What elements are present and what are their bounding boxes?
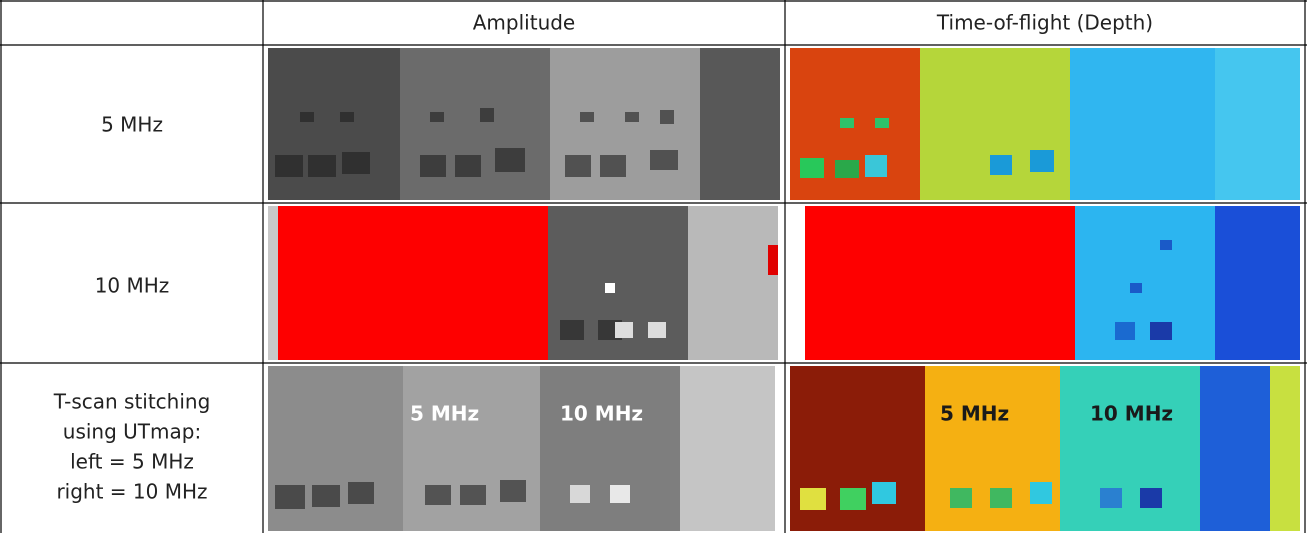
row-label-line: using UTmap: <box>63 420 201 444</box>
tof-10mhz-image <box>790 206 1300 360</box>
overlay-label: 5 MHz <box>940 402 1009 426</box>
row-label: 5 MHz <box>101 113 163 137</box>
amplitude-stitched-image: 5 MHz 10 MHz <box>268 366 775 531</box>
amplitude-10mhz-image <box>268 206 778 360</box>
column-header: Time-of-flight (Depth) <box>936 11 1153 35</box>
row-label: 10 MHz <box>95 274 170 298</box>
results-table: 5 MHz 10 MHz 5 MHz 10 MHz Amplitude Time… <box>0 0 1307 533</box>
row-label-line: right = 10 MHz <box>56 480 207 504</box>
overlay-label: 10 MHz <box>1090 402 1173 426</box>
amplitude-5mhz-image <box>268 48 780 200</box>
row-label-line: left = 5 MHz <box>70 450 194 474</box>
tof-stitched-image: 5 MHz 10 MHz <box>790 366 1300 531</box>
column-header: Amplitude <box>473 11 576 35</box>
overlay-label: 10 MHz <box>560 402 643 426</box>
tof-5mhz-image <box>790 48 1300 200</box>
row-label-line: T-scan stitching <box>53 390 211 414</box>
overlay-label: 5 MHz <box>410 402 479 426</box>
